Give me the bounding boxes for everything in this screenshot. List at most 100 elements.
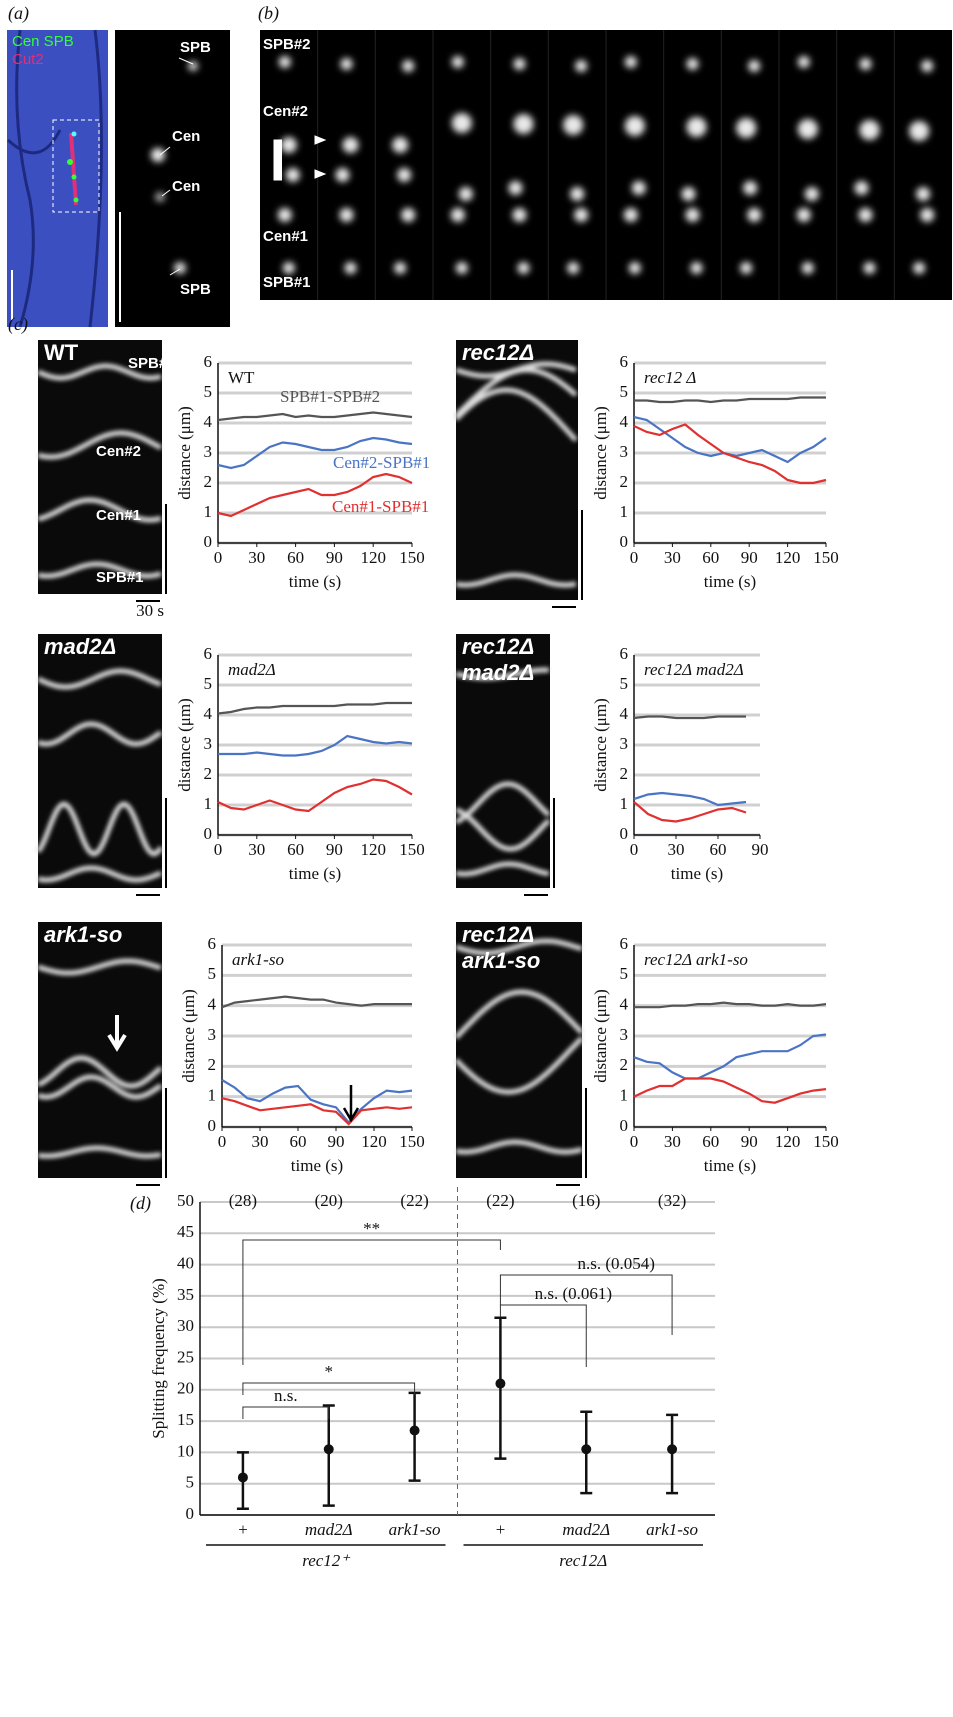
trace bbox=[455, 1139, 583, 1155]
y-axis-label: distance (μm) bbox=[591, 406, 610, 500]
spot bbox=[342, 137, 359, 153]
annotation: * bbox=[325, 1362, 334, 1381]
kymograph-label: Cen#2 bbox=[96, 443, 141, 460]
y-tick-label: 4 bbox=[204, 704, 213, 723]
y-tick-label: 6 bbox=[208, 934, 217, 953]
spot bbox=[624, 116, 645, 136]
x-axis-label: time (s) bbox=[671, 864, 723, 883]
spot bbox=[686, 117, 707, 137]
panel-label: (c) bbox=[8, 314, 28, 335]
y-tick-label: 1 bbox=[620, 502, 629, 521]
chart-title: rec12 Δ bbox=[644, 368, 696, 387]
image-label: SPB#1 bbox=[263, 274, 311, 291]
n-label: (16) bbox=[572, 1191, 600, 1210]
trace bbox=[37, 497, 162, 523]
trace bbox=[455, 938, 583, 956]
y-tick-label: 2 bbox=[208, 1055, 217, 1074]
x-tick-label: 90 bbox=[741, 1132, 758, 1151]
x-tick-label: 120 bbox=[775, 548, 801, 567]
spot bbox=[455, 262, 468, 274]
image-label: Cen#1 bbox=[263, 228, 308, 245]
spot bbox=[801, 262, 814, 274]
kymograph-title: rec12Δ bbox=[462, 340, 534, 365]
y-axis-label: distance (μm) bbox=[175, 698, 194, 792]
timelapse-spots bbox=[277, 30, 935, 300]
image-label: Cen#2 bbox=[263, 103, 308, 120]
x-tick-label: 30 bbox=[664, 548, 681, 567]
y-axis-label: distance (μm) bbox=[175, 406, 194, 500]
image-label: Cen bbox=[172, 128, 200, 145]
y-tick-label: 40 bbox=[177, 1254, 194, 1273]
n-label: (28) bbox=[229, 1191, 257, 1210]
series-line bbox=[634, 1001, 827, 1009]
kymograph-title: rec12Δ bbox=[462, 922, 534, 947]
kymograph-traces bbox=[454, 938, 584, 1155]
x-tick-label: 120 bbox=[360, 548, 386, 567]
spot bbox=[747, 208, 762, 222]
spot bbox=[740, 262, 753, 274]
series-line bbox=[217, 701, 412, 715]
trace bbox=[454, 989, 584, 1040]
kymograph-title: ark1-so bbox=[462, 948, 540, 973]
x-tick-label: 0 bbox=[218, 1132, 227, 1151]
y-tick-label: 2 bbox=[204, 764, 213, 783]
y-tick-label: 2 bbox=[204, 472, 213, 491]
spot bbox=[624, 56, 637, 68]
spots bbox=[854, 58, 880, 274]
chart-title: rec12Δ ark1-so bbox=[644, 950, 748, 969]
spot bbox=[339, 208, 354, 222]
x-tick-label: 0 bbox=[630, 1132, 639, 1151]
spot bbox=[563, 115, 584, 135]
series-line bbox=[633, 1077, 827, 1104]
x-axis-label: time (s) bbox=[289, 572, 341, 591]
x-tick-label: 0 bbox=[214, 548, 223, 567]
spot bbox=[402, 60, 415, 72]
x-tick-label: 30 bbox=[664, 1132, 681, 1151]
y-tick-label: 0 bbox=[204, 532, 213, 551]
series-line bbox=[633, 801, 747, 823]
kymograph-traces bbox=[454, 667, 551, 877]
x-tick-label: + bbox=[237, 1520, 248, 1539]
trace bbox=[37, 958, 162, 976]
series-line bbox=[221, 995, 412, 1009]
y-tick-label: 0 bbox=[620, 1116, 629, 1135]
y-tick-label: 20 bbox=[177, 1379, 194, 1398]
spot bbox=[575, 60, 588, 72]
spot bbox=[859, 120, 880, 140]
trace bbox=[36, 668, 162, 690]
spots bbox=[450, 56, 473, 274]
trace bbox=[455, 572, 577, 588]
x-tick-label: 30 bbox=[248, 840, 265, 859]
cell-outline bbox=[6, 29, 103, 328]
arrow bbox=[107, 1015, 127, 1052]
kymograph-traces bbox=[37, 363, 163, 579]
trace bbox=[454, 367, 578, 418]
legend: Cut2 bbox=[12, 51, 44, 68]
spot bbox=[909, 121, 930, 141]
spot bbox=[804, 187, 819, 201]
y-tick-label: 4 bbox=[620, 704, 629, 723]
bracket bbox=[242, 1239, 501, 1365]
x-tick-label: 120 bbox=[360, 840, 386, 859]
panel-label: (a) bbox=[8, 3, 29, 24]
spot bbox=[859, 58, 872, 70]
spot bbox=[916, 187, 931, 201]
spot bbox=[344, 262, 357, 274]
x-tick-label: 0 bbox=[630, 840, 639, 859]
spot bbox=[623, 208, 638, 222]
y-tick-label: 4 bbox=[620, 995, 629, 1014]
bracket bbox=[242, 1382, 416, 1395]
kymograph bbox=[456, 922, 582, 1178]
y-tick-label: 6 bbox=[620, 644, 629, 663]
x-tick-label: 90 bbox=[752, 840, 769, 859]
kymograph-title: mad2Δ bbox=[462, 660, 534, 685]
y-tick-label: 5 bbox=[620, 674, 629, 693]
series-label: SPB#1-SPB#2 bbox=[280, 387, 380, 406]
trace bbox=[37, 865, 162, 883]
x-tick-label: ark1-so bbox=[646, 1520, 698, 1539]
kymograph-label: SPB#2 bbox=[128, 355, 176, 372]
x-axis-label: time (s) bbox=[291, 1156, 343, 1175]
y-tick-label: 25 bbox=[177, 1347, 194, 1366]
y-tick-label: 1 bbox=[620, 1086, 629, 1105]
x-tick-label: 60 bbox=[287, 548, 304, 567]
